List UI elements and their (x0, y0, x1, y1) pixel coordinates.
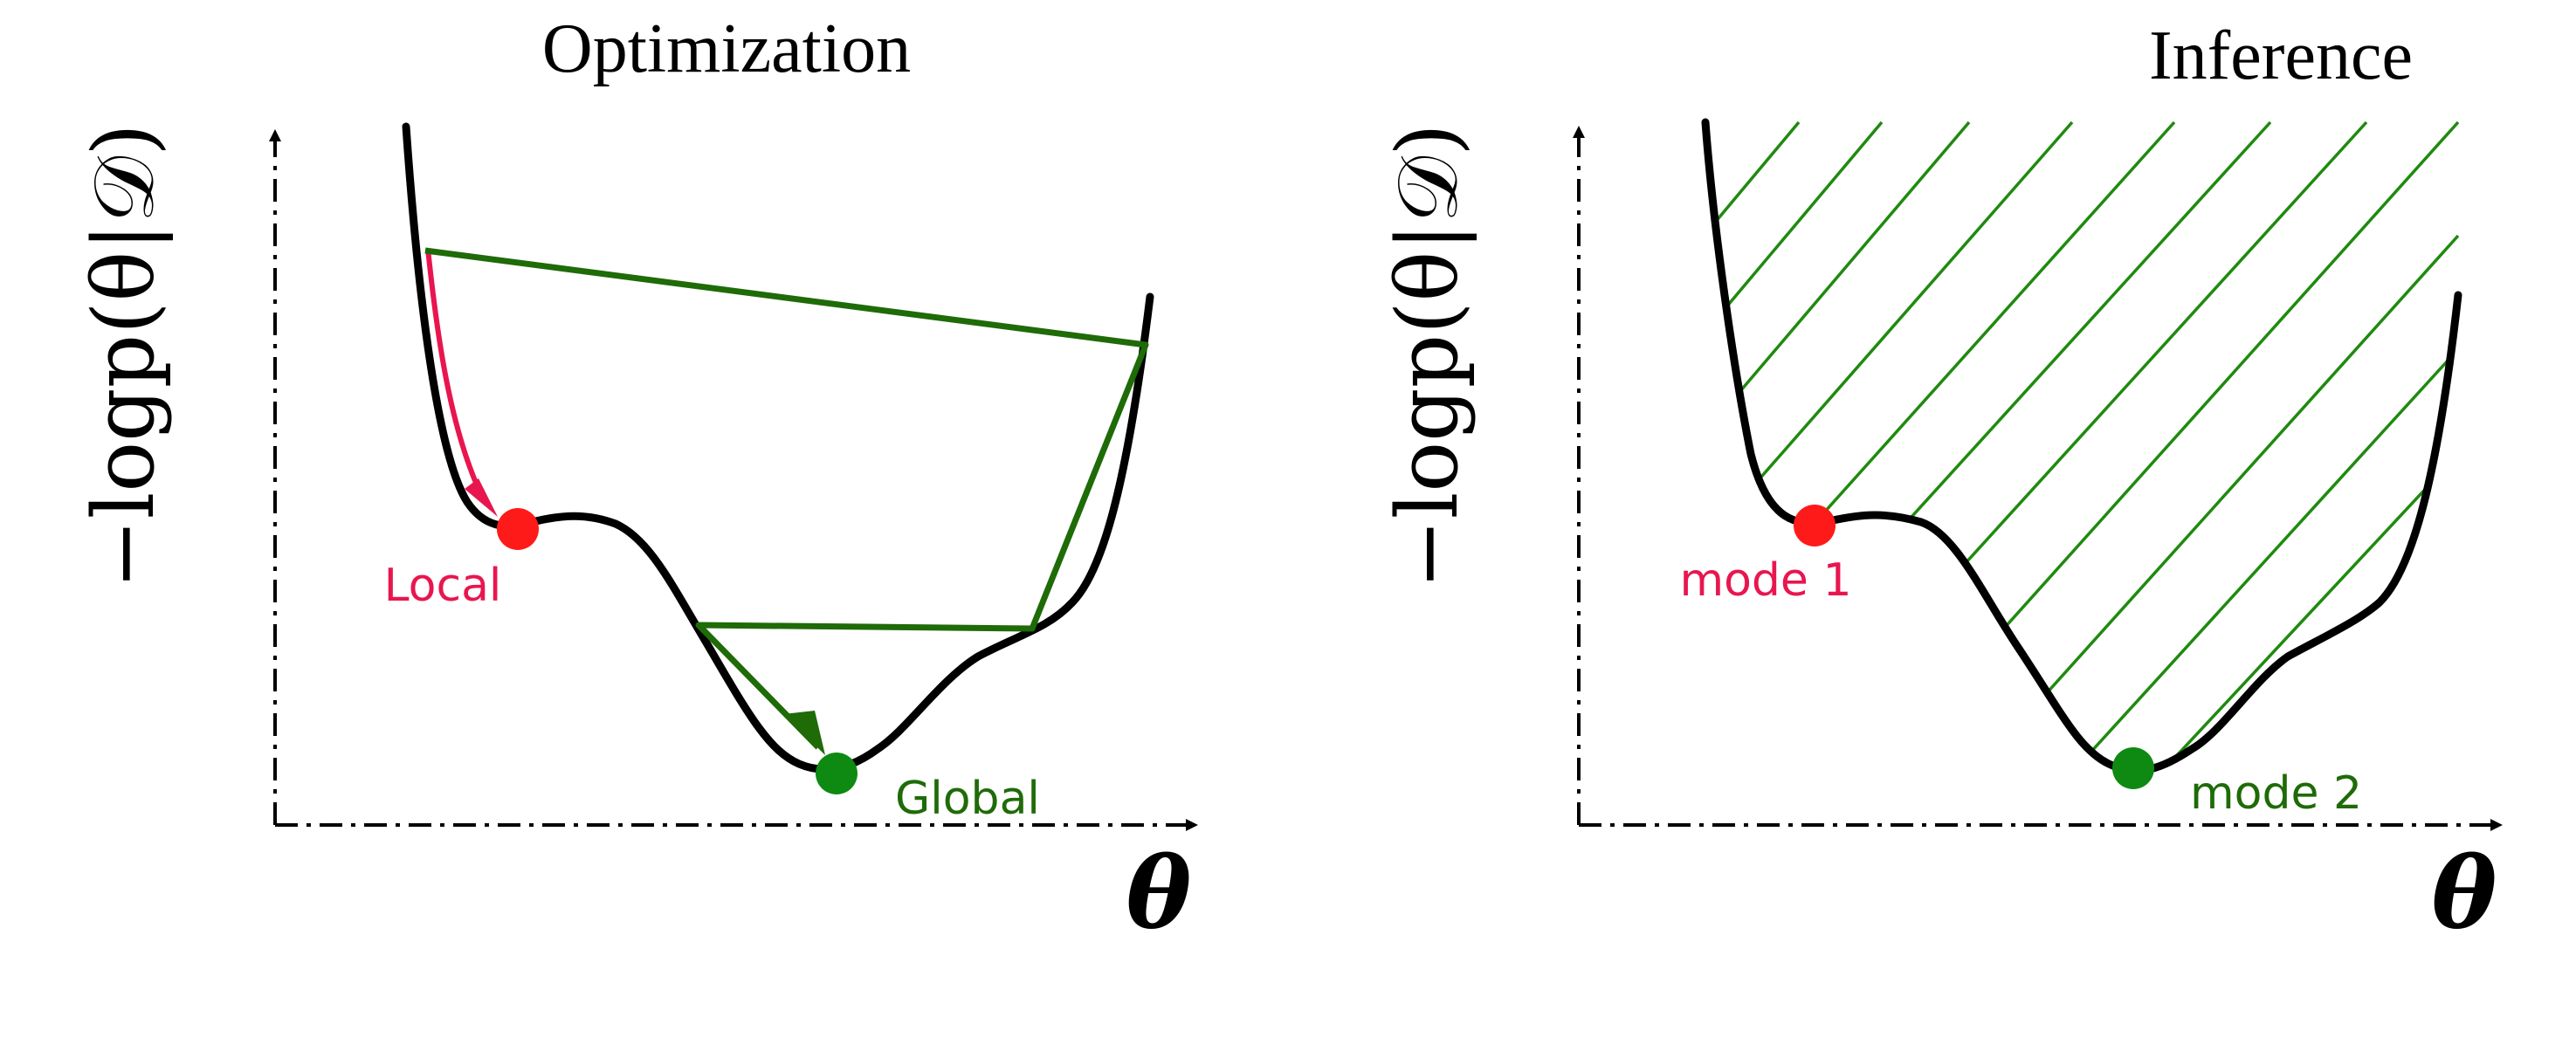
gradient-descent-path (425, 248, 487, 504)
inference-title: Inference (2149, 17, 2413, 94)
mode1-marker (1794, 505, 1836, 546)
global-minimum-marker (816, 753, 858, 794)
local-label: Local (384, 560, 502, 612)
optimization-xlabel: θ (1126, 836, 1192, 951)
optimization-title: Optimization (542, 10, 911, 87)
posterior-hatching (1705, 120, 2460, 771)
global-search-path (424, 247, 1149, 750)
gradient-descent-arrowhead (465, 478, 498, 517)
mode2-label: mode 2 (2190, 767, 2362, 820)
inference-ylabel: −logp(θ|𝒟) (1379, 123, 1477, 589)
mode2-marker (2112, 747, 2154, 789)
optimization-loss-curve (402, 122, 1154, 773)
global-label: Global (895, 773, 1040, 825)
mode1-label: mode 1 (1679, 554, 1851, 607)
local-minimum-marker (497, 508, 539, 550)
inference-panel: Inference −logp(θ|𝒟) θ mode 1 mode 2 (1379, 17, 2503, 951)
inference-loss-curve (1701, 118, 2462, 774)
inference-xlabel: θ (2432, 836, 2497, 951)
optimization-panel: Optimization −logp(θ|𝒟) θ Local Global (75, 10, 1198, 951)
optimization-ylabel: −logp(θ|𝒟) (75, 123, 173, 589)
global-search-arrowhead (783, 711, 825, 755)
